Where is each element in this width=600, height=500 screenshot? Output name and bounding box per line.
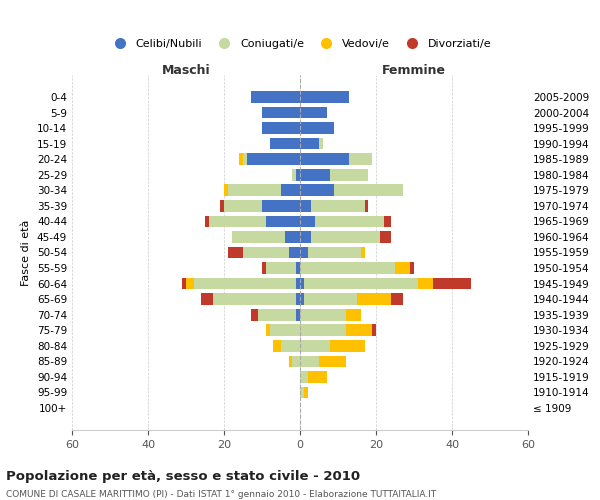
Bar xyxy=(334,184,403,196)
Bar xyxy=(212,294,296,305)
Bar xyxy=(289,356,292,367)
Bar xyxy=(251,309,258,320)
Bar xyxy=(296,262,300,274)
Bar xyxy=(296,278,300,289)
Bar xyxy=(258,309,296,320)
Bar xyxy=(311,200,365,211)
Bar xyxy=(349,154,372,165)
Bar xyxy=(292,356,300,367)
Bar xyxy=(308,246,361,258)
Bar xyxy=(304,386,308,398)
Bar xyxy=(243,246,289,258)
Bar xyxy=(296,309,300,320)
Bar xyxy=(346,309,361,320)
Bar xyxy=(281,184,300,196)
Bar xyxy=(300,294,304,305)
Bar xyxy=(300,216,315,227)
Bar xyxy=(300,386,304,398)
Bar xyxy=(308,371,326,383)
Bar xyxy=(319,356,346,367)
Bar xyxy=(269,138,300,149)
Bar xyxy=(300,371,308,383)
Bar xyxy=(228,246,243,258)
Bar xyxy=(315,216,383,227)
Y-axis label: Anni di nascita: Anni di nascita xyxy=(598,211,600,294)
Bar xyxy=(304,294,357,305)
Text: Maschi: Maschi xyxy=(161,64,211,76)
Bar xyxy=(186,278,194,289)
Bar xyxy=(365,200,368,211)
Bar xyxy=(433,278,471,289)
Bar xyxy=(304,278,418,289)
Bar xyxy=(300,200,311,211)
Bar xyxy=(319,138,323,149)
Bar xyxy=(300,340,331,351)
Bar xyxy=(357,294,391,305)
Bar xyxy=(292,169,296,180)
Bar xyxy=(209,216,266,227)
Bar xyxy=(232,231,285,243)
Bar xyxy=(247,154,300,165)
Bar xyxy=(300,356,319,367)
Bar xyxy=(220,200,224,211)
Bar xyxy=(251,91,300,103)
Bar xyxy=(383,216,391,227)
Bar xyxy=(239,154,243,165)
Bar xyxy=(300,184,334,196)
Bar xyxy=(262,106,300,118)
Bar xyxy=(300,91,349,103)
Bar xyxy=(300,154,349,165)
Bar xyxy=(300,246,308,258)
Bar xyxy=(418,278,433,289)
Bar xyxy=(372,324,376,336)
Bar xyxy=(205,216,209,227)
Bar xyxy=(228,184,281,196)
Bar xyxy=(410,262,414,274)
Bar xyxy=(331,169,368,180)
Bar xyxy=(194,278,296,289)
Bar xyxy=(281,340,300,351)
Y-axis label: Fasce di età: Fasce di età xyxy=(22,220,31,286)
Bar xyxy=(380,231,391,243)
Bar xyxy=(300,309,346,320)
Bar xyxy=(201,294,212,305)
Bar xyxy=(300,138,319,149)
Bar xyxy=(395,262,410,274)
Bar xyxy=(224,200,262,211)
Bar xyxy=(300,231,311,243)
Bar xyxy=(300,106,326,118)
Text: Popolazione per età, sesso e stato civile - 2010: Popolazione per età, sesso e stato civil… xyxy=(6,470,360,483)
Bar xyxy=(331,340,365,351)
Bar xyxy=(289,246,300,258)
Bar xyxy=(224,184,228,196)
Bar xyxy=(262,122,300,134)
Bar xyxy=(262,200,300,211)
Bar xyxy=(266,216,300,227)
Bar xyxy=(274,340,281,351)
Bar xyxy=(296,294,300,305)
Bar xyxy=(262,262,266,274)
Bar xyxy=(266,262,296,274)
Bar xyxy=(296,169,300,180)
Bar xyxy=(269,324,300,336)
Legend: Celibi/Nubili, Coniugati/e, Vedovi/e, Divorziati/e: Celibi/Nubili, Coniugati/e, Vedovi/e, Di… xyxy=(104,34,496,54)
Text: COMUNE DI CASALE MARITTIMO (PI) - Dati ISTAT 1° gennaio 2010 - Elaborazione TUTT: COMUNE DI CASALE MARITTIMO (PI) - Dati I… xyxy=(6,490,436,499)
Bar xyxy=(243,154,247,165)
Bar xyxy=(182,278,186,289)
Bar xyxy=(300,262,395,274)
Bar xyxy=(391,294,403,305)
Bar xyxy=(346,324,372,336)
Bar xyxy=(285,231,300,243)
Bar xyxy=(361,246,365,258)
Bar xyxy=(311,231,380,243)
Bar xyxy=(300,169,331,180)
Bar xyxy=(300,122,334,134)
Bar xyxy=(266,324,269,336)
Text: Femmine: Femmine xyxy=(382,64,446,76)
Bar xyxy=(300,278,304,289)
Bar xyxy=(300,324,346,336)
